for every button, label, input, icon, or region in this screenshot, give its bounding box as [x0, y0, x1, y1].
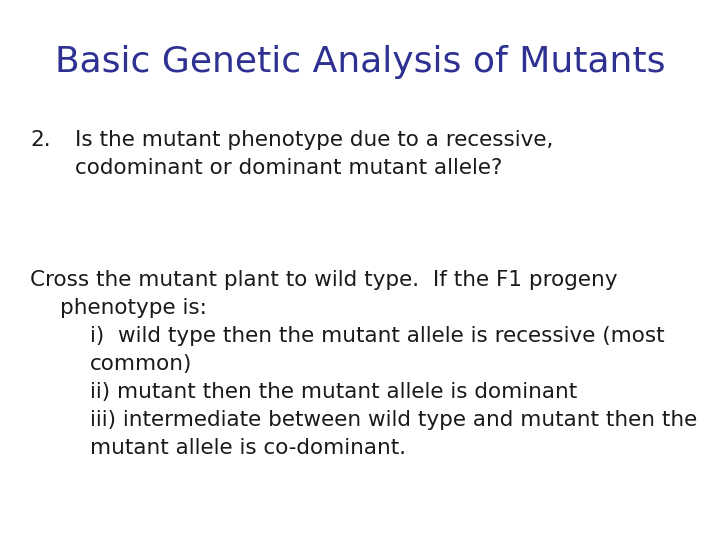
Text: mutant allele is co-dominant.: mutant allele is co-dominant.	[90, 438, 406, 458]
Text: ii) mutant then the mutant allele is dominant: ii) mutant then the mutant allele is dom…	[90, 382, 577, 402]
Text: common): common)	[90, 354, 192, 374]
Text: i)  wild type then the mutant allele is recessive (most: i) wild type then the mutant allele is r…	[90, 326, 665, 346]
Text: Basic Genetic Analysis of Mutants: Basic Genetic Analysis of Mutants	[55, 45, 665, 79]
Text: Cross the mutant plant to wild type.  If the F1 progeny: Cross the mutant plant to wild type. If …	[30, 270, 618, 290]
Text: codominant or dominant mutant allele?: codominant or dominant mutant allele?	[75, 158, 503, 178]
Text: phenotype is:: phenotype is:	[60, 298, 207, 318]
Text: iii) intermediate between wild type and mutant then the: iii) intermediate between wild type and …	[90, 410, 697, 430]
Text: 2.: 2.	[30, 130, 50, 150]
Text: Is the mutant phenotype due to a recessive,: Is the mutant phenotype due to a recessi…	[75, 130, 554, 150]
